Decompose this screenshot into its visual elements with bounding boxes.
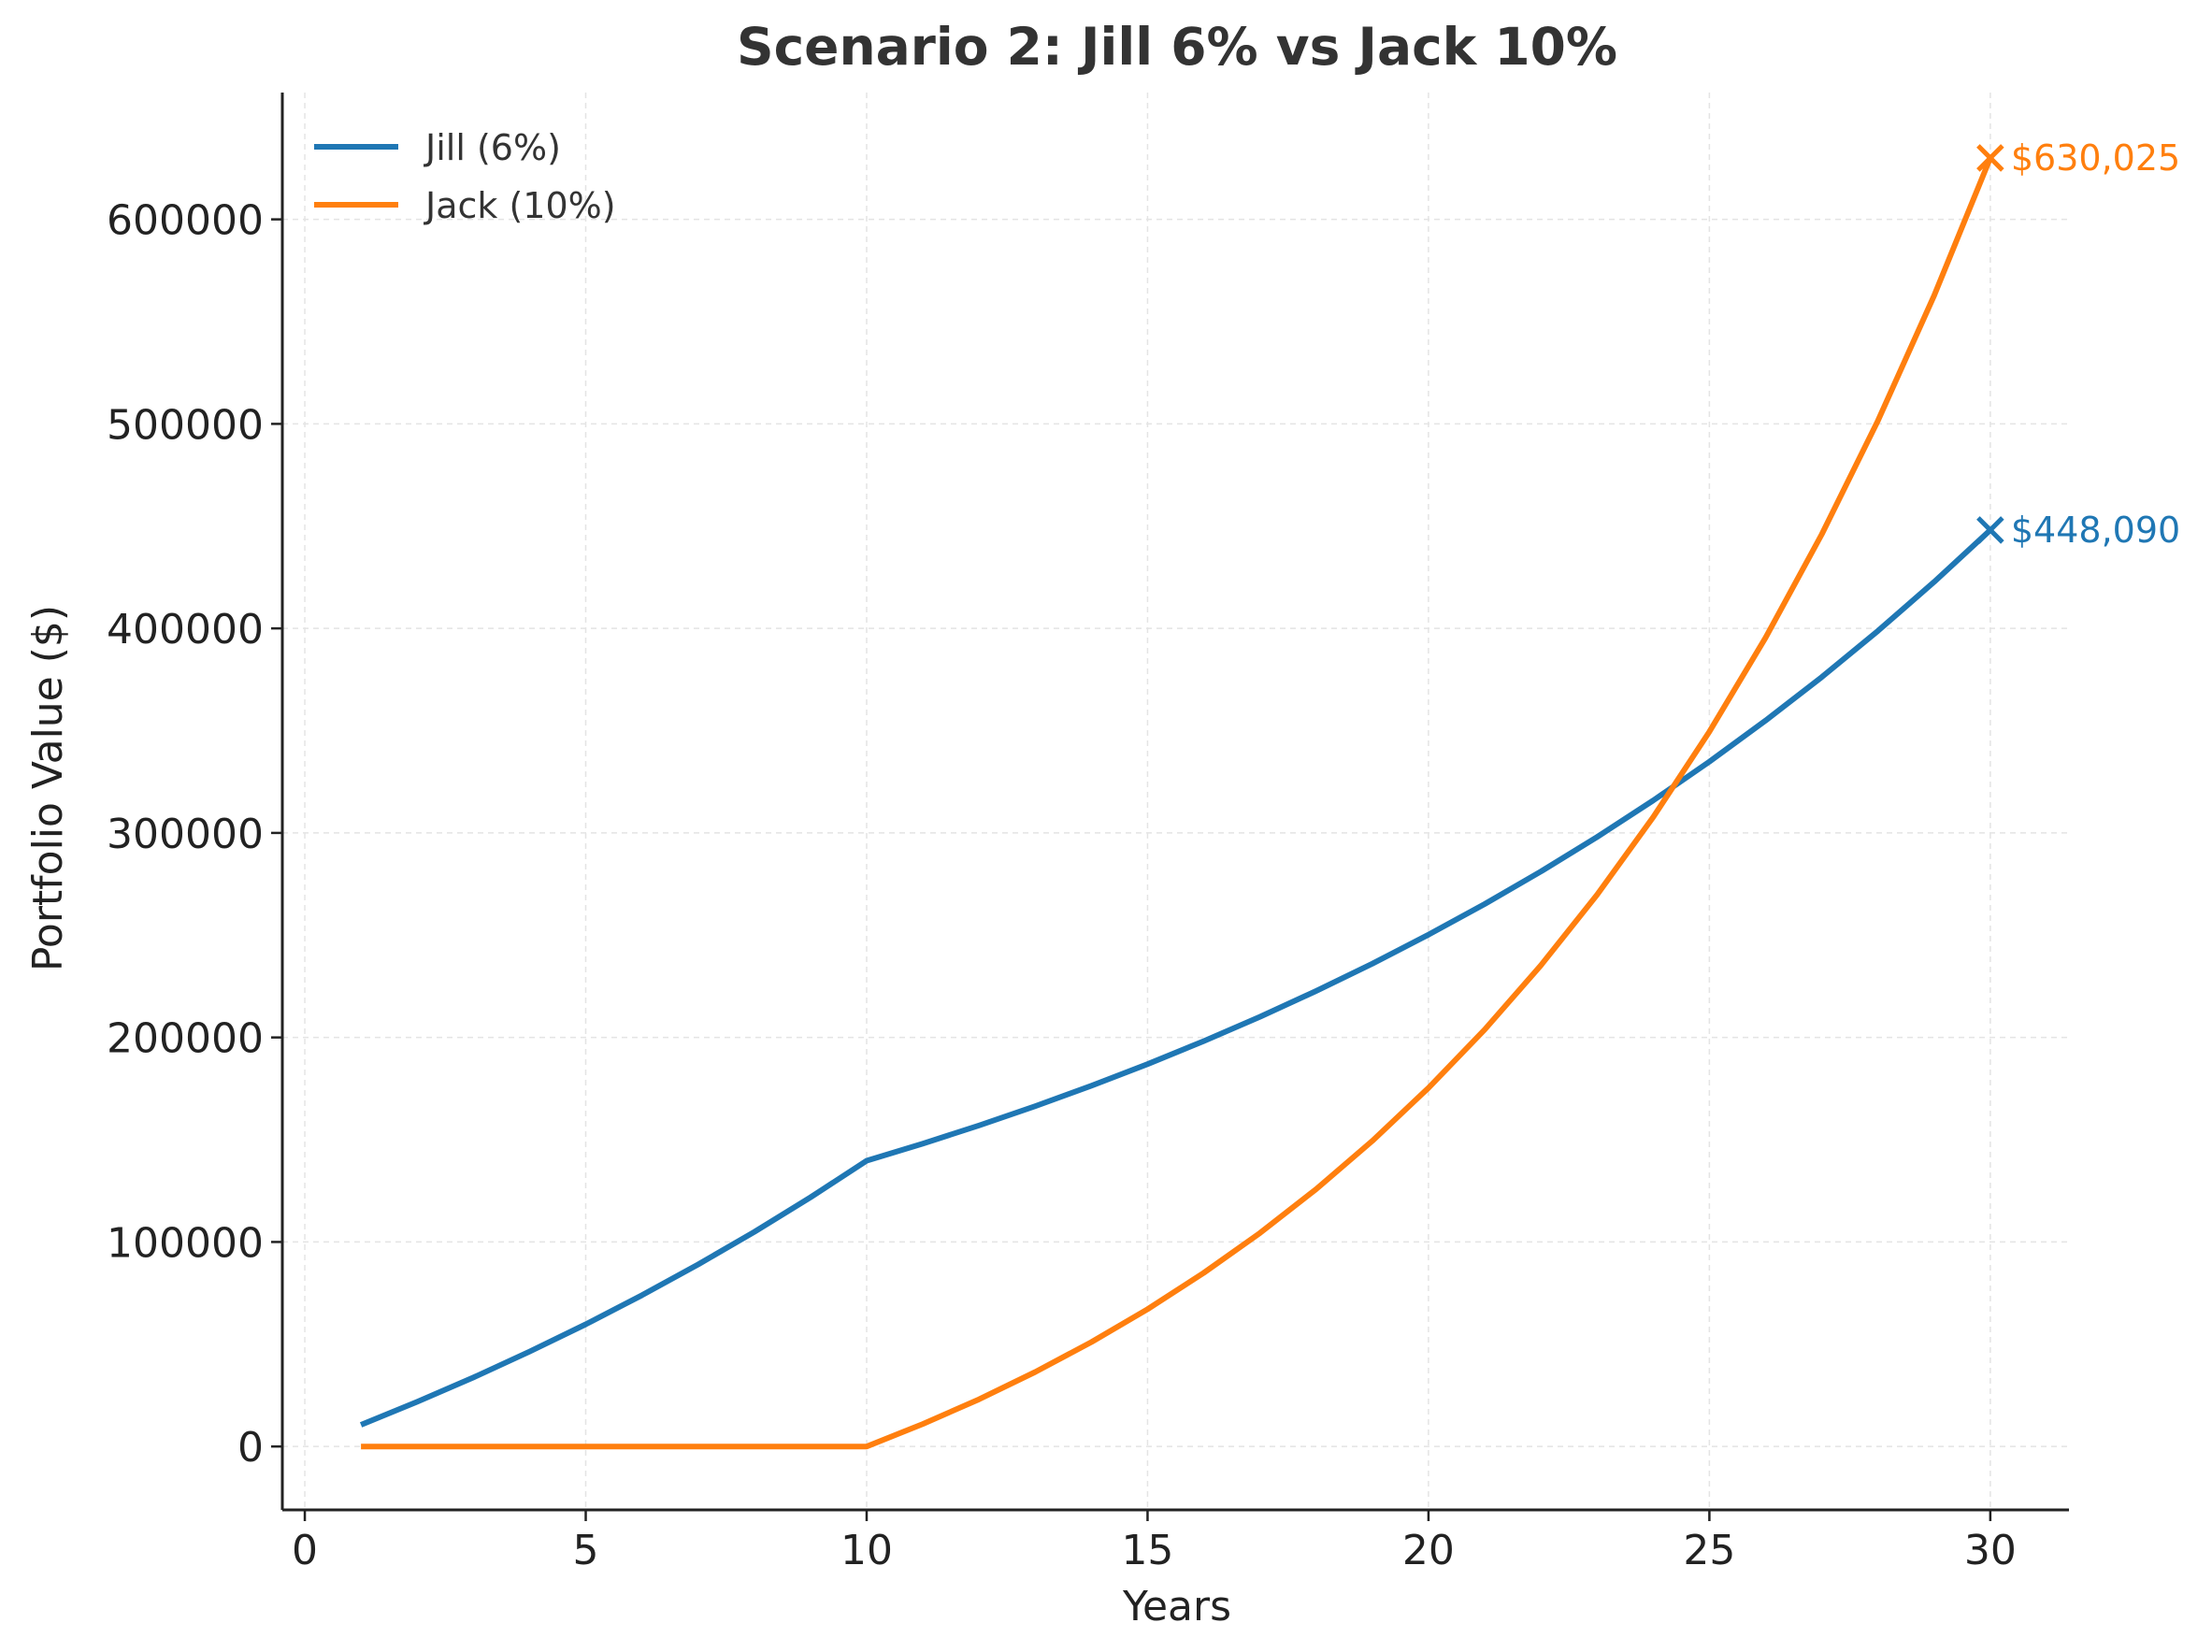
x-tick-label: 10 xyxy=(840,1527,893,1574)
y-tick-label: 400000 xyxy=(107,606,264,654)
y-tick-label: 0 xyxy=(237,1424,264,1472)
y-axis-label: Portfolio Value ($) xyxy=(24,605,72,971)
x-tick-label: 5 xyxy=(573,1527,599,1574)
end-markers xyxy=(1976,144,2004,544)
y-tick-label: 300000 xyxy=(107,811,264,858)
end-label-jack: $630,025 xyxy=(2011,137,2180,179)
legend-label-jack: Jack (10%) xyxy=(424,185,616,226)
y-tick-label: 500000 xyxy=(107,401,264,449)
end-label-jill: $448,090 xyxy=(2011,510,2180,551)
legend: Jill (6%) Jack (10%) xyxy=(314,127,616,226)
tick-labels: 0 5 10 15 20 25 30 0 100000 200000 300000 400000 500… xyxy=(107,197,2017,1574)
x-tick-label: 0 xyxy=(292,1527,318,1574)
chart-title: Scenario 2: Jill 6% vs Jack 10% xyxy=(737,17,1617,77)
x-axis-label: Years xyxy=(1122,1583,1231,1630)
x-tick-label: 20 xyxy=(1402,1527,1455,1574)
y-tick-label: 600000 xyxy=(107,197,264,245)
series-line-0 xyxy=(359,527,1992,1428)
y-tick-label: 100000 xyxy=(107,1219,264,1267)
series-line-1 xyxy=(361,156,1993,1450)
grid xyxy=(282,93,2069,1510)
series-lines xyxy=(359,156,1993,1450)
x-tick-label: 15 xyxy=(1121,1527,1173,1574)
x-tick-label: 25 xyxy=(1683,1527,1735,1574)
legend-label-jill: Jill (6%) xyxy=(424,127,561,168)
end-marker-1 xyxy=(1976,144,2004,172)
x-tick-label: 30 xyxy=(1964,1527,2017,1574)
axes xyxy=(280,93,2069,1512)
y-tick-label: 200000 xyxy=(107,1015,264,1063)
end-marker-0 xyxy=(1976,516,2004,544)
